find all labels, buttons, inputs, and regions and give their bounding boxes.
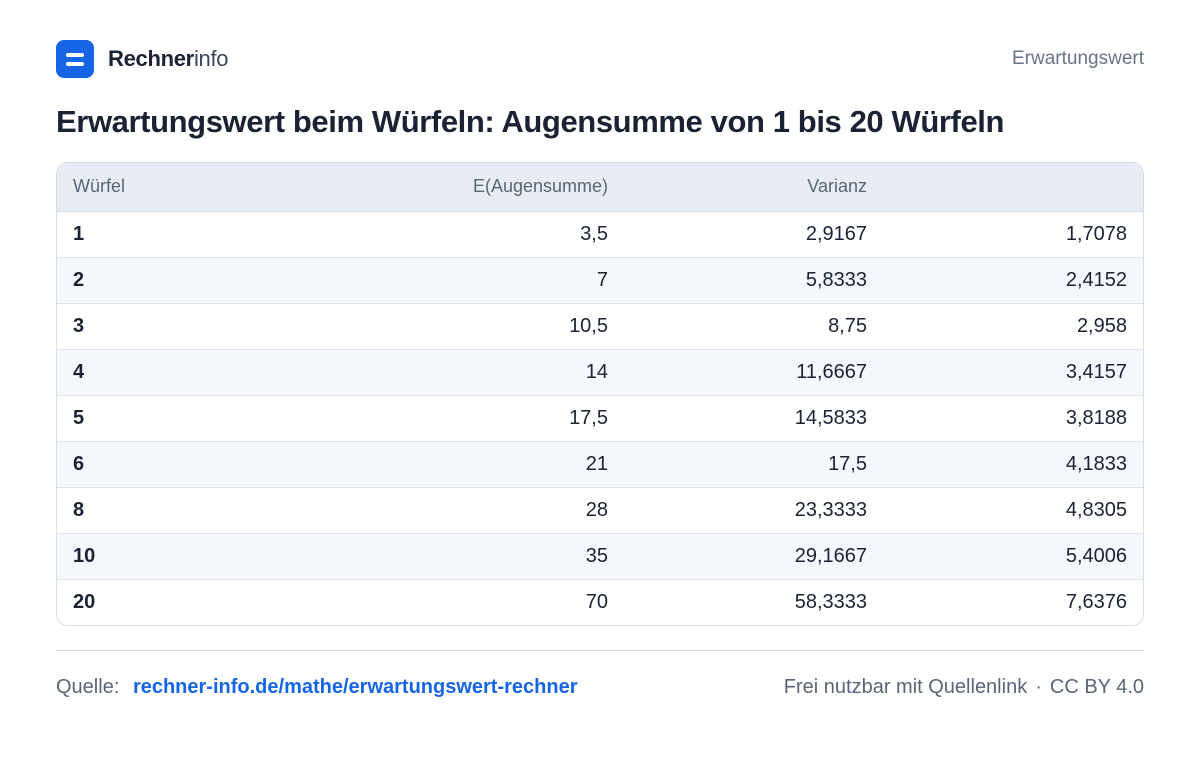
table-cell: 10: [57, 532, 227, 579]
table-cell: 28: [227, 486, 624, 533]
table-cell: 2: [57, 256, 227, 303]
table-row: 1 3,5 2,9167 1,7078: [57, 211, 1143, 257]
table-cell: 7,6376: [883, 578, 1143, 625]
license-info: Frei nutzbar mit Quellenlink · CC BY 4.0: [784, 676, 1144, 699]
header-tag: Erwartungswert: [1012, 48, 1144, 69]
table-cell: 11,6667: [624, 348, 883, 395]
table-cell: 3,4157: [883, 348, 1143, 395]
footer-divider: [56, 650, 1144, 651]
table-cell: 7: [227, 256, 624, 303]
footer: Quelle: rechner-info.de/mathe/erwartungs…: [56, 676, 1144, 699]
table-cell: 70: [227, 578, 624, 625]
source-link[interactable]: rechner-info.de/mathe/erwartungswert-rec…: [132, 676, 578, 698]
results-table-card: Würfel E(Augensumme) Varianz 1 3,5 2,9167 1…: [56, 162, 1144, 626]
column-header-4: [883, 163, 1143, 212]
table-cell: 6: [57, 440, 227, 487]
page-title: Erwartungswert beim Würfeln: Augensumme …: [56, 104, 1005, 139]
separator: ·: [1035, 676, 1042, 698]
table-header-row: Würfel E(Augensumme) Varianz: [57, 163, 1143, 212]
table-cell: 1: [73, 222, 85, 245]
table-cell: 35: [227, 532, 624, 579]
table-row: 8 28 23,3333 4,8305: [57, 486, 1143, 533]
table-cell: 14: [227, 348, 624, 395]
site-header: Rechnerinfo Erwartungswert: [56, 40, 1144, 78]
table-cell: 4,1833: [883, 440, 1143, 487]
table-row: 5 17,5 14,5833 3,8188: [57, 394, 1143, 441]
table-cell: 4,8305: [883, 486, 1143, 533]
brand-name-strong: Rechner: [108, 46, 194, 71]
table-row: 6 21 17,5 4,1833: [57, 440, 1143, 487]
license-text: Frei nutzbar mit Quellenlink: [783, 676, 1028, 698]
results-table: Würfel E(Augensumme) Varianz 1 3,5 2,9167 1…: [57, 163, 1143, 625]
table-cell: 3: [57, 302, 227, 349]
table-cell: 23,3333: [624, 486, 883, 533]
logo-icon: [56, 40, 94, 78]
table-row: 20 70 58,3333 7,6376: [57, 578, 1143, 625]
table-cell: 5,8333: [624, 256, 883, 303]
table-cell: 20: [57, 578, 227, 625]
table-cell: 3,8188: [883, 394, 1143, 441]
table-cell: 2,9167: [805, 222, 867, 245]
table-cell: 17,5: [227, 394, 624, 441]
table-row: 4 14 11,6667 3,4157: [57, 348, 1143, 395]
column-header-dice: Würfel: [57, 163, 227, 212]
table-row: 3 10,5 8,75 2,958: [57, 302, 1143, 349]
table-cell: 58,3333: [624, 578, 883, 625]
license: CC BY 4.0: [1049, 676, 1144, 698]
column-header-expected-value: E(Augensumme): [227, 163, 624, 212]
table-cell: 3,5: [580, 222, 608, 245]
table-cell: 29,1667: [624, 532, 883, 579]
table-cell: 1,7078: [1065, 222, 1127, 245]
table-cell: 8: [57, 486, 227, 533]
brand[interactable]: Rechnerinfo: [56, 40, 229, 78]
table-body: 1 3,5 2,9167 1,7078 2 7 5,8333 2,4152 3 10,5 8,75 2…: [57, 211, 1143, 625]
table-cell: 5: [57, 394, 227, 441]
table-cell: 8,75: [624, 302, 883, 349]
brand-name-light: info: [193, 46, 229, 71]
table-cell: 17,5: [624, 440, 883, 487]
column-header-variance: Varianz: [624, 163, 883, 212]
table-cell: 2,4152: [883, 256, 1143, 303]
table-cell: 4: [57, 348, 227, 395]
table-cell: 10,5: [227, 302, 624, 349]
source: Quelle: rechner-info.de/mathe/erwartungs…: [56, 676, 578, 699]
table-cell: 14,5833: [624, 394, 883, 441]
table-row: 2 7 5,8333 2,4152: [57, 256, 1143, 303]
brand-name: Rechnerinfo: [108, 46, 229, 72]
table-cell: 2,958: [883, 302, 1143, 349]
table-cell: 21: [227, 440, 624, 487]
table-cell: 5,4006: [883, 532, 1143, 579]
source-label: Quelle:: [56, 676, 120, 698]
table-row: 10 35 29,1667 5,4006: [57, 532, 1143, 579]
